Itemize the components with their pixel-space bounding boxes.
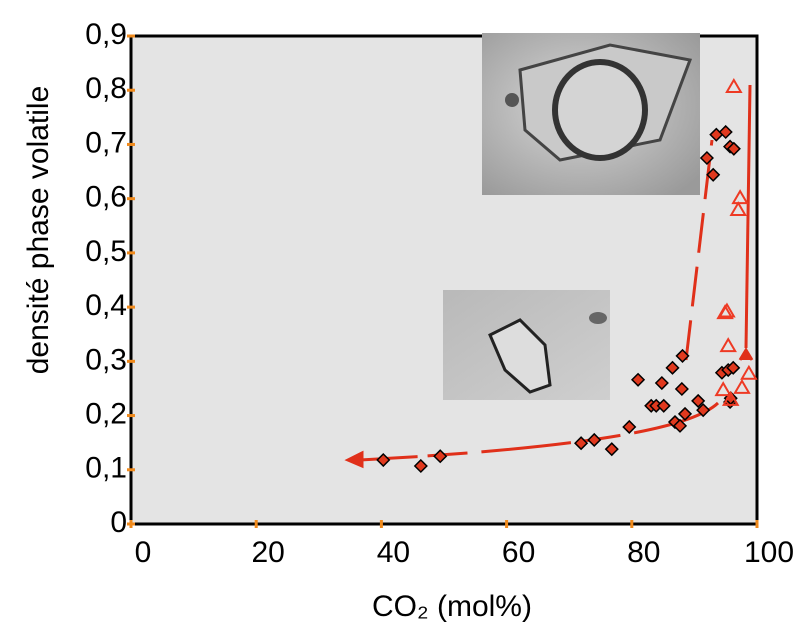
diamond-point (622, 419, 637, 435)
x-tick-label: 80 (627, 536, 660, 569)
y-tick-label: 0,6 (85, 181, 127, 214)
diamond-point (433, 449, 448, 464)
x-tick-label: 0 (135, 536, 152, 569)
diamond-point (574, 436, 589, 451)
triangle-point (718, 302, 736, 318)
y-tick-label: 0,3 (85, 343, 127, 376)
diamond-point (604, 442, 619, 457)
diamond-point (587, 432, 602, 448)
y-tick-label: 0 (110, 506, 127, 539)
y-tick-label: 0,2 (85, 397, 127, 430)
diamond-point (726, 360, 741, 375)
y-axis-label: densité phase volatile (22, 86, 55, 375)
diamond-point (696, 403, 711, 418)
triangle-point (725, 77, 743, 93)
diamond-point (726, 141, 741, 156)
x-axis-label: CO₂ (mol%) (372, 590, 532, 623)
triangle-point (719, 337, 737, 353)
x-tick-label: 100 (744, 536, 794, 569)
diamond-point (413, 458, 428, 474)
y-tick-label: 0,9 (85, 18, 127, 51)
triangle-point (721, 390, 740, 406)
diamond-point (718, 124, 733, 140)
triangle-point (740, 364, 758, 380)
y-tick-label: 0,8 (85, 72, 127, 105)
y-tick-label: 0,5 (85, 235, 127, 268)
triangle-point (714, 381, 732, 397)
diamond-point (630, 372, 646, 387)
y-tick-label: 0,7 (85, 126, 127, 159)
diamond-point (656, 398, 671, 413)
y-tick-label: 0,1 (85, 452, 127, 485)
triangle-point (733, 378, 751, 394)
diamond-point (675, 348, 690, 363)
diamond-point (691, 393, 706, 408)
photo-bottom (443, 290, 610, 400)
triangle-point (729, 201, 747, 217)
diamond-point (706, 167, 721, 182)
y-tick-label: 0,4 (85, 289, 127, 322)
diamond-point (665, 360, 680, 375)
x-tick-label: 60 (502, 536, 535, 569)
diamond-point (677, 406, 693, 421)
diamond-point (654, 375, 669, 391)
photo-top (482, 33, 700, 195)
diamond-point (376, 452, 391, 468)
x-tick-label: 20 (252, 536, 285, 569)
x-tick-label: 40 (377, 536, 410, 569)
diamond-point (672, 418, 688, 433)
diamond-point (699, 150, 714, 166)
triangle-point (731, 189, 749, 205)
diamond-point (674, 381, 689, 397)
